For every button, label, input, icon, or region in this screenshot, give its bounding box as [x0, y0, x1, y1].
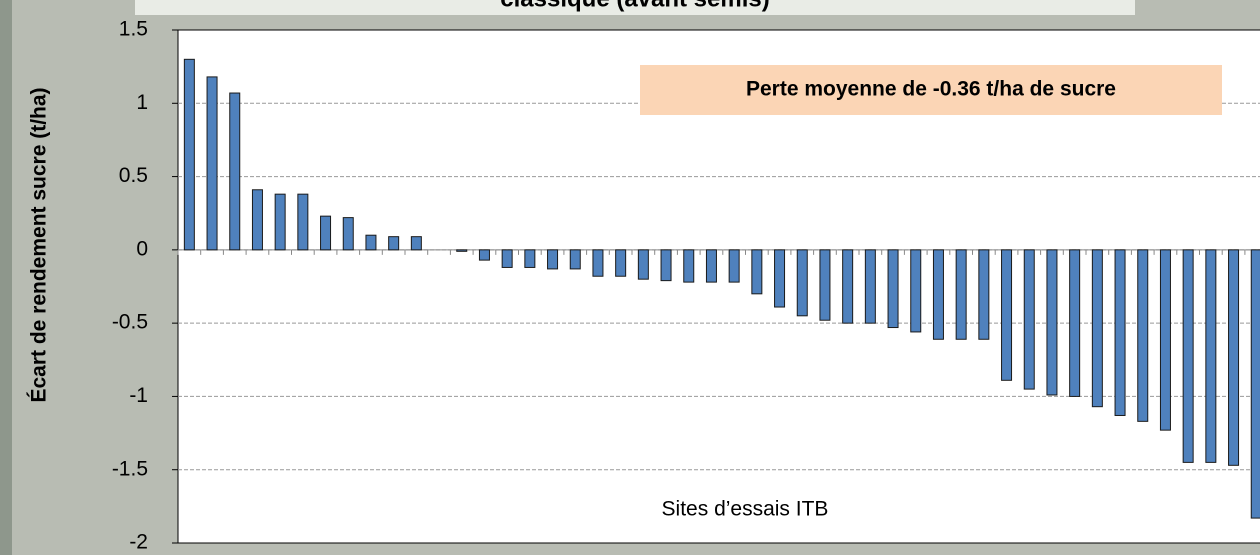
- chart-title: classique (avant semis): [500, 0, 769, 12]
- bar: [796, 249, 808, 317]
- bar: [683, 249, 695, 283]
- bar: [819, 249, 831, 321]
- x-axis-label: Sites d’essais ITB: [662, 498, 829, 521]
- bar: [320, 215, 332, 251]
- y-axis-label: Écart de rendement sucre (t/ha): [28, 87, 51, 402]
- bar: [1114, 249, 1126, 416]
- bar: [365, 234, 377, 251]
- y-tick-label: -1.5: [112, 457, 148, 480]
- bar: [955, 249, 967, 340]
- bar: [842, 249, 854, 324]
- bar: [1001, 249, 1013, 381]
- bar: [274, 193, 286, 251]
- annotation: Perte moyenne de -0.36 t/ha de sucre: [746, 78, 1116, 101]
- bar: [705, 249, 717, 283]
- left-strip: [0, 0, 12, 555]
- bar: [1182, 249, 1194, 463]
- bar: [524, 249, 536, 268]
- bar: [1159, 249, 1171, 431]
- y-tick-label: -2: [129, 531, 148, 554]
- bar: [410, 236, 422, 251]
- y-tick-label: 1: [136, 91, 148, 114]
- bar: [297, 193, 309, 251]
- bar: [864, 249, 876, 324]
- bar: [1228, 249, 1240, 466]
- title-box: [135, 0, 1135, 15]
- bar: [342, 217, 354, 251]
- bar: [910, 249, 922, 333]
- bar: [978, 249, 990, 340]
- bar: [229, 92, 241, 251]
- bar: [932, 249, 944, 340]
- bar: [1091, 249, 1103, 408]
- bar: [1137, 249, 1149, 422]
- y-tick-label: 0.5: [119, 164, 148, 187]
- bar: [660, 249, 672, 282]
- bar: [569, 249, 581, 270]
- y-tick-label: -0.5: [112, 311, 148, 334]
- y-tick-label: 1.5: [119, 18, 148, 41]
- annotation-box: [640, 65, 1222, 115]
- bar: [637, 249, 649, 280]
- bar: [547, 249, 559, 270]
- bar: [388, 236, 400, 251]
- bar: [728, 249, 740, 283]
- bar: [1069, 249, 1081, 397]
- bar: [251, 189, 263, 251]
- bar: [206, 76, 218, 251]
- bar: [478, 249, 490, 261]
- bar: [501, 249, 513, 268]
- bar: [456, 249, 468, 252]
- bar: [1046, 249, 1058, 396]
- bar: [1205, 249, 1217, 463]
- bar: [774, 249, 786, 308]
- bar: [183, 58, 195, 251]
- bar: [615, 249, 627, 277]
- bar: [1250, 249, 1260, 519]
- y-tick-label: 0: [136, 237, 148, 260]
- bar: [592, 249, 604, 277]
- bar: [887, 249, 899, 329]
- y-tick-label: -1: [129, 384, 148, 407]
- bar: [751, 249, 763, 295]
- bar: [1023, 249, 1035, 390]
